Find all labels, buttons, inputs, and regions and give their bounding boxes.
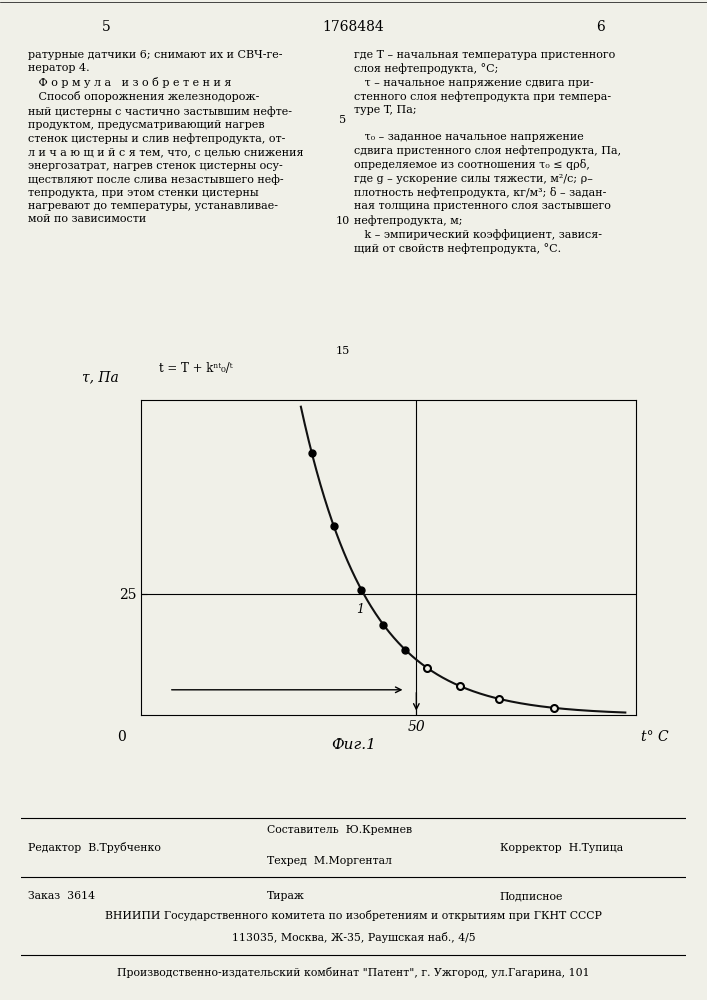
Text: 1768484: 1768484 — [322, 20, 385, 34]
Text: Корректор  Н.Тупица: Корректор Н.Тупица — [500, 843, 623, 853]
Text: 6: 6 — [597, 20, 605, 34]
Text: Заказ  3614: Заказ 3614 — [28, 891, 95, 901]
Text: 5: 5 — [102, 20, 110, 34]
Text: ратурные датчики 6; снимают их и СВЧ-ге-
нератор 4.
   Ф о р м у л а   и з о б р: ратурные датчики 6; снимают их и СВЧ-ге-… — [28, 50, 304, 224]
Text: τ, Па: τ, Па — [82, 370, 119, 384]
Text: 5: 5 — [339, 115, 346, 125]
Text: Фиг.1: Фиг.1 — [331, 738, 376, 752]
Text: 113035, Москва, Ж-35, Раушская наб., 4/5: 113035, Москва, Ж-35, Раушская наб., 4/5 — [232, 932, 475, 943]
Text: ВНИИПИ Государственного комитета по изобретениям и открытиям при ГКНТ СССР: ВНИИПИ Государственного комитета по изоб… — [105, 910, 602, 921]
Text: Редактор  В.Трубченко: Редактор В.Трубченко — [28, 842, 160, 853]
Text: t° C: t° C — [641, 730, 669, 744]
Text: где T – начальная температура пристенного
слоя нефтепродукта, °C;
   τ – начальн: где T – начальная температура пристенног… — [354, 50, 621, 254]
Text: t = T + kⁿᵗ₀/ᵗ: t = T + kⁿᵗ₀/ᵗ — [159, 362, 233, 375]
Text: Подписное: Подписное — [500, 891, 563, 901]
Text: Техред  М.Моргентал: Техред М.Моргентал — [267, 856, 392, 866]
Text: Составитель  Ю.Кремнев: Составитель Ю.Кремнев — [267, 825, 412, 835]
Text: 10: 10 — [336, 216, 350, 226]
Text: Производственно-издательский комбинат "Патент", г. Ужгород, ул.Гагарина, 101: Производственно-издательский комбинат "П… — [117, 967, 590, 978]
Text: 15: 15 — [336, 347, 350, 357]
Text: Тираж: Тираж — [267, 891, 305, 901]
Text: 1: 1 — [356, 603, 364, 616]
Text: 0: 0 — [117, 730, 126, 744]
